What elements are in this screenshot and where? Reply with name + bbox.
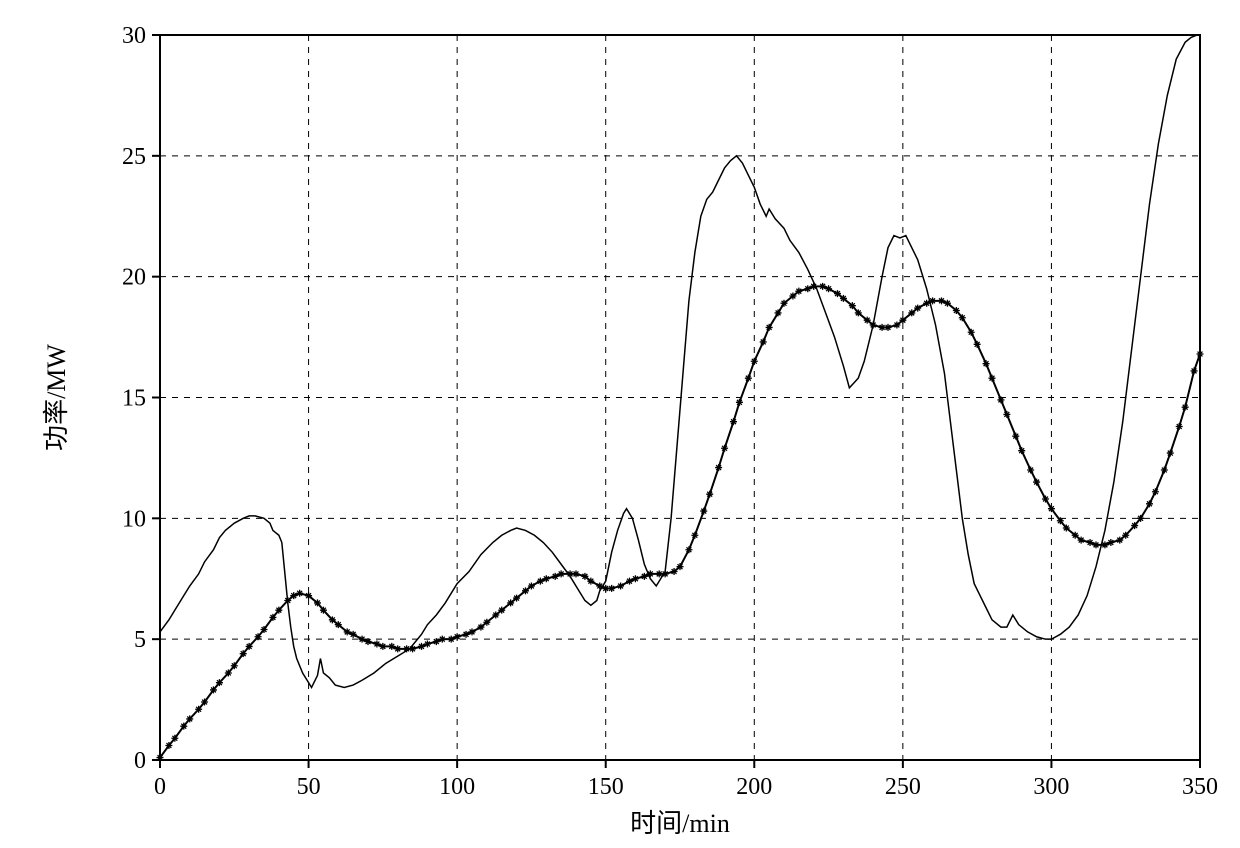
y-axis-label: 功率/MW [42, 344, 71, 451]
x-axis-label: 时间/min [630, 809, 730, 838]
x-tick-label: 100 [439, 774, 475, 800]
series-thin-solid [160, 35, 1197, 688]
x-tick-label: 300 [1033, 774, 1069, 800]
series-thick-marker-markers [157, 283, 1204, 761]
x-tick-label: 350 [1182, 774, 1218, 800]
y-tick-label: 25 [122, 144, 146, 170]
line-chart: 0 50 100 150 200 250 300 350 0 5 10 15 20 25 30 功率/MW 时间… [0, 0, 1240, 848]
y-tick-label: 20 [122, 265, 146, 291]
chart-svg: 0 50 100 150 200 250 300 350 0 5 10 15 20 25 30 功率/MW 时间… [0, 0, 1240, 848]
y-tick-label: 0 [134, 748, 146, 774]
x-tick-label: 200 [736, 774, 772, 800]
series-thick-marker [160, 286, 1200, 757]
x-tick-label: 50 [297, 774, 321, 800]
y-tick-label: 10 [122, 506, 146, 532]
y-tick-label: 5 [134, 627, 146, 653]
x-tick-label: 150 [588, 774, 624, 800]
x-tick-label: 250 [885, 774, 921, 800]
y-tick-label: 15 [122, 386, 146, 412]
x-tick-label: 0 [154, 774, 166, 800]
y-tick-label: 30 [122, 23, 146, 49]
